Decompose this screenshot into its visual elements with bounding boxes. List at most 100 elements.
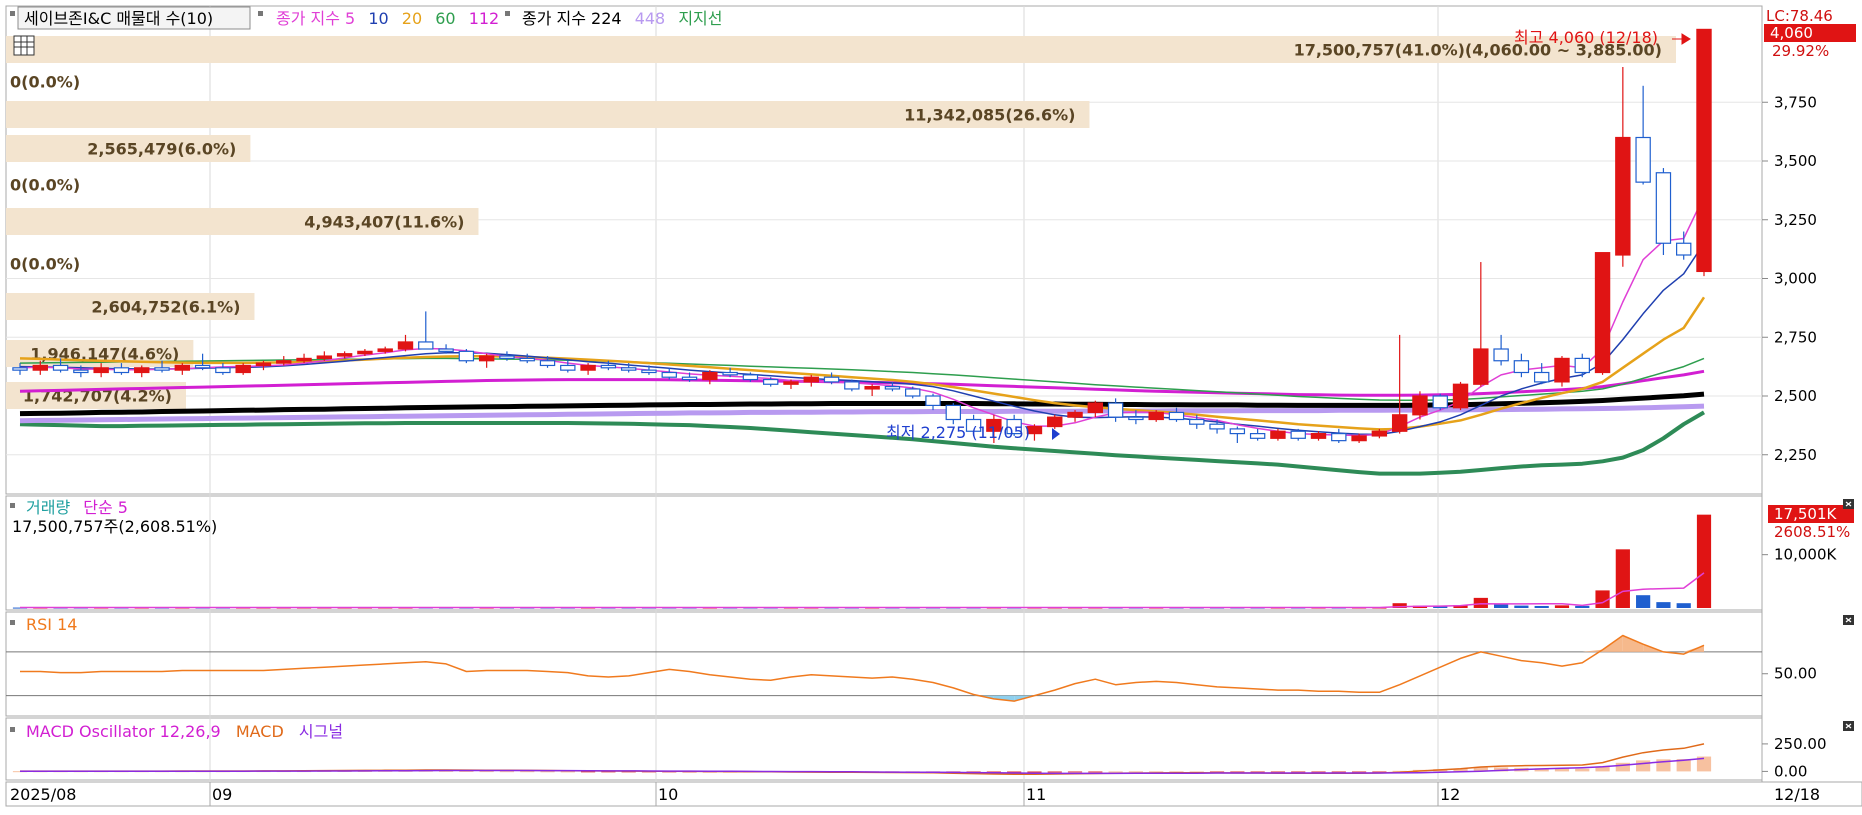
volume-bar (1514, 605, 1529, 608)
volume-profile-label: 11,342,085(26.6%) (904, 106, 1075, 125)
low-arrow-icon (1052, 428, 1060, 440)
macd-osc-bar (1372, 771, 1387, 773)
candle-body (478, 355, 495, 362)
candle-body (174, 364, 191, 371)
y-tick-label: 50.00 (1774, 665, 1817, 683)
candle-body (336, 353, 353, 357)
macd-osc-bar (580, 771, 596, 773)
current-price-badge: 4,060 (1764, 24, 1856, 42)
rsi-series (6, 634, 1762, 702)
volume-profile: 17,500,757(41.0%)(4,060.00 ~ 3,885.00) 0(… (6, 36, 1676, 409)
volume-last-badge: 17,501K (1768, 505, 1854, 523)
candle-body (215, 367, 231, 374)
candle-body (519, 357, 535, 362)
candle-body (620, 367, 637, 371)
macd-osc-bar (520, 771, 535, 773)
macd-close-icon[interactable] (1843, 721, 1854, 731)
macd-osc-bar (1189, 771, 1204, 773)
candle-body (418, 341, 434, 350)
volume-bar (1392, 603, 1407, 608)
volume-ma-line (20, 572, 1705, 609)
candle-body (1351, 435, 1367, 442)
macd-line-label: MACD (236, 722, 284, 741)
high-annotation: 최고 4,060 (12/18) (1514, 28, 1658, 47)
macd-osc-bar (499, 771, 515, 773)
candle-body (438, 348, 454, 352)
candle-body (1554, 357, 1570, 383)
macd-osc-bar (1027, 771, 1042, 773)
macd-osc-bar (1331, 771, 1346, 773)
volume-bar (1473, 597, 1488, 608)
support-legend: 지지선 (678, 9, 722, 28)
ma-legend-112: 112 (469, 9, 500, 28)
x-axis-strip (5, 781, 1862, 807)
volume-bar (1636, 595, 1651, 608)
support-line (19, 410, 1706, 476)
macd-osc-bar (1351, 771, 1367, 773)
volume-close-icon[interactable] (1843, 499, 1854, 509)
candle-body (1473, 348, 1489, 385)
candle-body (1676, 242, 1692, 256)
y-tick-label: 10,000K (1774, 546, 1837, 564)
candle-body (1087, 402, 1104, 414)
table-toggle-icon[interactable] (13, 35, 35, 56)
ma2-legend-text[interactable]: 종가 지수 224 448 지지선 (522, 9, 723, 28)
volume-bar (1615, 549, 1630, 608)
macd-osc-bar (1270, 771, 1286, 773)
candle-body (823, 376, 840, 383)
volume-bar (1676, 603, 1691, 608)
candle-body (539, 360, 556, 367)
macd-pane[interactable] (5, 717, 1763, 781)
rsi-close-icon[interactable] (1843, 615, 1854, 625)
candle-body (560, 364, 576, 371)
stock-name-label[interactable]: 세이브존I&C 매물대 수(10) (24, 9, 213, 28)
rsi-title[interactable]: RSI 14 (26, 615, 77, 634)
candle-body (134, 367, 150, 374)
volume-legend[interactable]: 거래량 단순 5 (26, 498, 128, 517)
price-legend[interactable]: 세이브존I&C 매물대 수(10) 종가 지수 5 10 20 60 112 종… (10, 6, 723, 56)
volume-profile-band (6, 101, 1090, 128)
candle-body (1249, 433, 1266, 439)
volume-pane[interactable] (5, 495, 1763, 611)
volume-title: 거래량 (26, 498, 70, 517)
macd-osc-bar (540, 771, 555, 773)
current-pct-label: 29.92% (1772, 42, 1829, 60)
candle-body (1107, 402, 1124, 418)
rsi-pane[interactable] (5, 611, 1763, 717)
macd-osc-bar (1047, 771, 1062, 773)
macd-osc-bar (1392, 770, 1407, 772)
ma-legend-text[interactable]: 종가 지수 5 10 20 60 112 (276, 9, 499, 28)
volume-bar (1453, 605, 1468, 608)
macd-osc-bar (459, 770, 474, 772)
high-arrow-icon (1672, 33, 1691, 45)
y-tick-label: 3,500 (1774, 152, 1817, 170)
y-tick-label: 0.00 (1774, 762, 1807, 780)
candle-body (1168, 411, 1185, 421)
candle-body (1432, 395, 1448, 409)
candle-body (1412, 395, 1428, 416)
volume-bar (1494, 604, 1509, 608)
volume-profile-band (6, 208, 479, 235)
ma-legend-60: 60 (435, 9, 455, 28)
macd-osc-bar (1291, 771, 1306, 773)
price-pane[interactable] (5, 5, 1763, 495)
candle-body (945, 404, 962, 421)
candle-body (1026, 425, 1043, 435)
macd-osc-bar (1595, 767, 1610, 772)
macd-osc-bar (1494, 767, 1509, 772)
candle-body (12, 367, 28, 371)
candle-body (1229, 428, 1246, 435)
candle-body (722, 371, 738, 376)
macd-legend[interactable]: MACD Oscillator 12,26,9 MACD 시그널 (26, 722, 343, 741)
candle-body (377, 348, 393, 352)
rsi-line (20, 634, 1705, 702)
macd-osc-bar (1676, 759, 1691, 772)
macd-osc-bar (1128, 771, 1144, 773)
macd-osc-bar (1473, 767, 1488, 772)
y-tick-label: 2,250 (1774, 446, 1817, 464)
volume-profile-label: 2,565,479(6.0%) (87, 140, 236, 159)
candle-body (762, 378, 779, 385)
macd-osc-bar (1554, 768, 1570, 772)
